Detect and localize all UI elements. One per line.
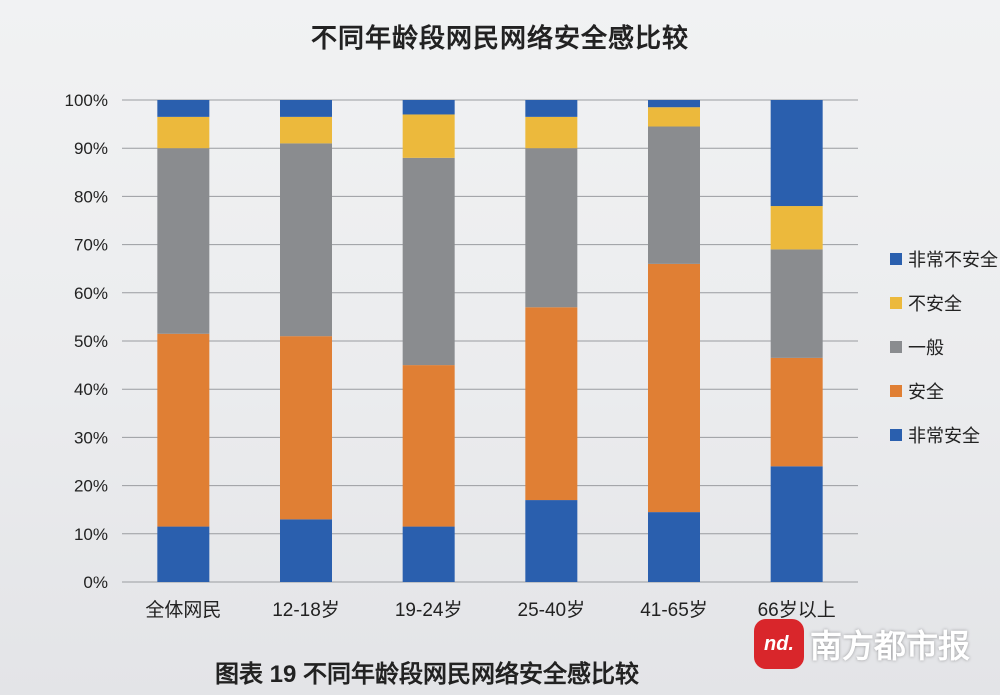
bar-segment: [157, 100, 210, 117]
legend-swatch: [890, 341, 902, 353]
bar-segment: [402, 100, 455, 115]
bar-segment: [525, 500, 578, 582]
legend-label: 非常不安全: [908, 250, 998, 270]
legend-item: 安全: [890, 378, 944, 404]
bar-segment: [525, 307, 578, 501]
y-tick-label: 60%: [74, 284, 108, 303]
x-category-label: 66岁以上: [758, 599, 836, 621]
bar-segment: [525, 100, 578, 117]
legend-label: 不安全: [908, 294, 962, 314]
bar-segment: [280, 519, 332, 582]
legend-swatch: [890, 253, 902, 265]
y-tick-label: 80%: [74, 187, 108, 206]
y-tick-label: 0%: [83, 573, 108, 592]
y-tick-label: 20%: [74, 477, 108, 496]
legend-swatch: [890, 297, 902, 309]
legend-label: 非常安全: [908, 426, 980, 446]
x-category-label: 41-65岁: [640, 599, 708, 621]
bar-segment: [402, 365, 455, 527]
legend-item: 不安全: [890, 290, 962, 316]
bar-segment: [280, 116, 332, 144]
y-tick-label: 90%: [74, 139, 108, 158]
legend-item: 非常安全: [890, 422, 980, 448]
y-tick-label: 40%: [74, 380, 108, 399]
legend-label: 一般: [908, 338, 944, 358]
bar-segment: [402, 114, 455, 158]
chart-title: 不同年龄段网民网络安全感比较: [310, 23, 689, 53]
bar-segment: [402, 526, 455, 582]
bar-segment: [525, 148, 578, 308]
bar-segment: [770, 249, 823, 358]
bar-segment: [648, 263, 700, 513]
bar-segment: [525, 116, 578, 149]
bar-segment: [770, 466, 823, 582]
x-category-label: 全体网民: [145, 599, 221, 621]
y-tick-label: 10%: [74, 525, 108, 544]
bar-segment: [280, 143, 332, 337]
y-tick-label: 70%: [74, 236, 108, 255]
bar-segment: [157, 116, 210, 149]
legend-item: 一般: [890, 334, 944, 360]
bar-segment: [280, 336, 332, 520]
bar-segment: [770, 100, 823, 207]
x-category-label: 19-24岁: [395, 599, 463, 621]
legend-swatch: [890, 429, 902, 441]
x-category-label: 12-18岁: [272, 599, 340, 621]
x-category-label: 25-40岁: [518, 599, 586, 621]
bar-segment: [770, 357, 823, 467]
legend-label: 安全: [908, 382, 944, 402]
bar-segment: [157, 333, 210, 527]
bar-segment: [280, 100, 332, 117]
y-tick-label: 50%: [74, 332, 108, 351]
legend-swatch: [890, 385, 902, 397]
y-tick-label: 30%: [74, 428, 108, 447]
bar-segment: [402, 157, 455, 366]
bar-segment: [770, 206, 823, 250]
bar-segment: [648, 100, 700, 108]
bar-segment: [157, 526, 210, 582]
bar-segment: [648, 126, 700, 264]
watermark: nd. 南方都市报: [754, 616, 970, 672]
bar-segment: [648, 107, 700, 127]
legend-item: 非常不安全: [890, 246, 998, 272]
figure-caption: 图表 19 不同年龄段网民网络安全感比较: [215, 661, 640, 688]
watermark-text: 南方都市报: [810, 628, 971, 664]
newspaper-logo-icon: nd.: [754, 619, 804, 669]
y-tick-label: 100%: [65, 91, 108, 110]
bar-segment: [157, 148, 210, 334]
bar-segment: [648, 512, 700, 582]
